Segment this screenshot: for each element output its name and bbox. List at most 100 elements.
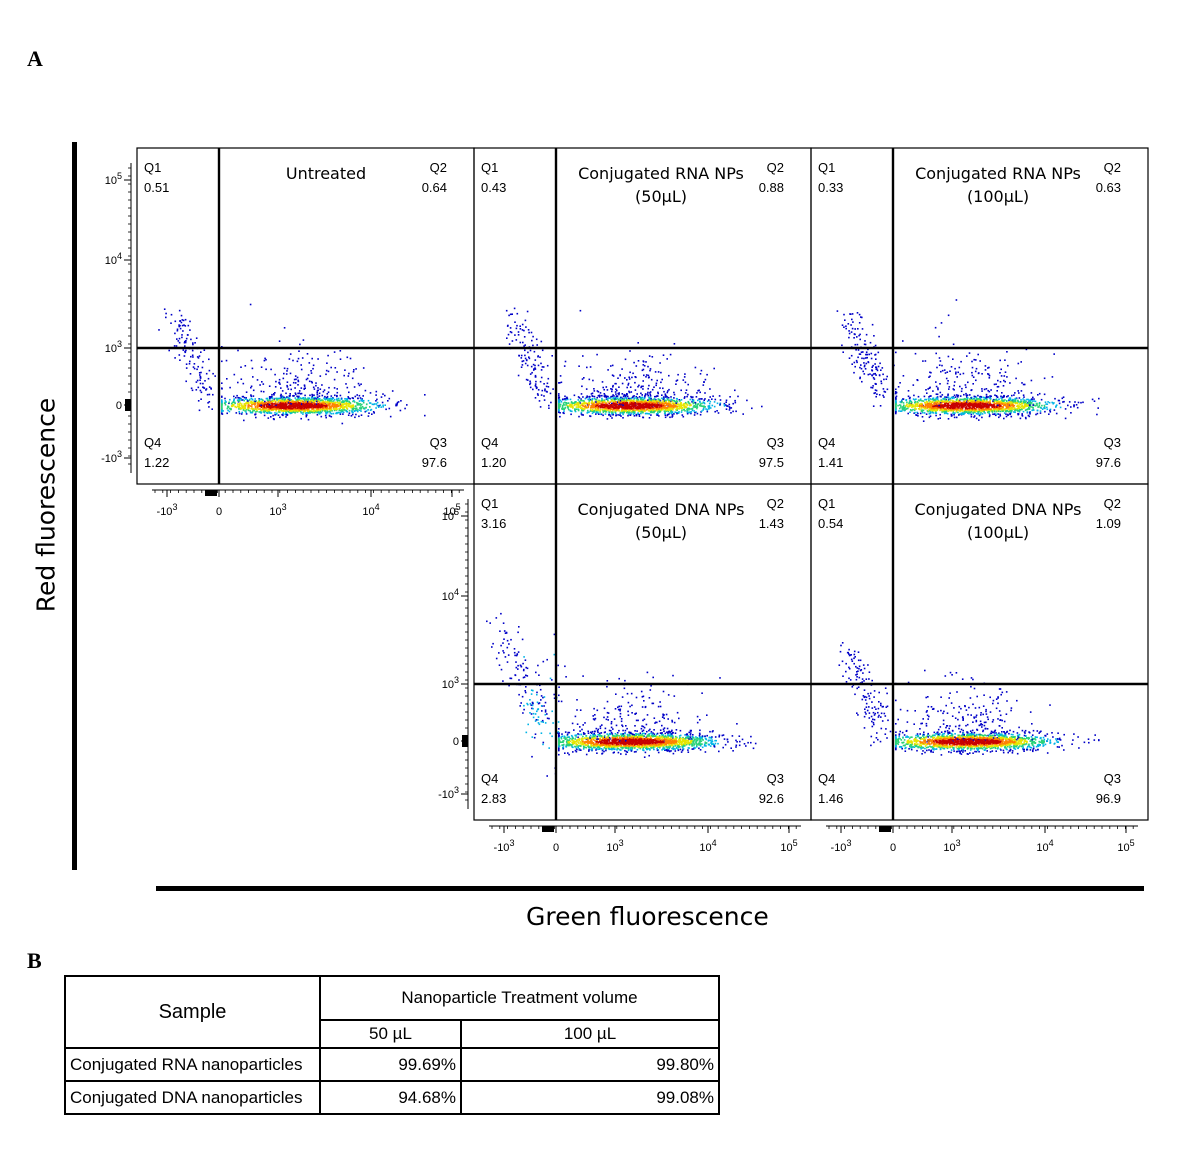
data-point [622, 403, 625, 405]
data-point [935, 385, 938, 388]
data-point [607, 408, 610, 411]
data-point [662, 387, 664, 390]
data-point [648, 403, 650, 405]
data-point [358, 409, 361, 411]
data-point [536, 393, 539, 395]
data-point [275, 404, 277, 406]
data-point [258, 401, 260, 403]
data-point [703, 406, 705, 408]
data-point [187, 324, 190, 327]
data-point [613, 407, 615, 410]
data-point [664, 414, 667, 416]
data-point [648, 355, 651, 357]
data-point [684, 396, 686, 398]
data-point [316, 414, 319, 416]
data-point [562, 412, 564, 414]
data-point [584, 402, 587, 405]
data-point [614, 407, 617, 409]
data-point [338, 403, 340, 406]
data-point [985, 401, 987, 404]
data-point [583, 402, 585, 404]
data-point [352, 407, 355, 410]
data-point [1033, 398, 1035, 400]
data-point [234, 406, 237, 408]
data-point [311, 397, 313, 399]
data-point [667, 396, 670, 399]
data-point [566, 404, 569, 407]
data-point [375, 403, 378, 405]
data-point [711, 404, 714, 407]
data-point [341, 410, 344, 413]
data-point [178, 354, 181, 356]
data-point [541, 349, 544, 352]
data-point [609, 408, 611, 411]
data-point [304, 412, 307, 415]
data-point [861, 380, 863, 383]
data-point [337, 402, 340, 404]
data-point [315, 398, 317, 400]
data-point [327, 391, 330, 393]
data-point [329, 405, 332, 408]
data-point [281, 398, 283, 400]
data-point [928, 406, 931, 408]
data-point [603, 388, 605, 391]
data-point [518, 354, 520, 357]
data-point [623, 404, 626, 407]
data-point [1082, 401, 1084, 404]
data-point [330, 412, 333, 415]
data-point [657, 392, 659, 395]
data-point [636, 403, 639, 405]
data-point [233, 395, 235, 398]
data-point [728, 406, 731, 408]
data-point [699, 400, 701, 403]
data-point [630, 402, 633, 404]
data-point [643, 408, 646, 411]
data-point [862, 370, 864, 373]
data-point [279, 395, 282, 397]
data-point [285, 416, 287, 418]
data-point [185, 380, 187, 383]
data-point [244, 398, 247, 400]
data-point [687, 402, 690, 404]
data-point [348, 372, 350, 375]
data-point [634, 403, 637, 405]
data-point [903, 404, 905, 407]
data-point [584, 405, 587, 408]
data-point [327, 397, 329, 400]
data-point [947, 410, 949, 412]
data-point [320, 411, 323, 414]
data-point [705, 408, 707, 410]
data-point [189, 360, 191, 363]
data-point [988, 377, 991, 379]
data-point [634, 407, 637, 409]
data-point [988, 406, 990, 409]
data-point [286, 367, 289, 370]
data-point [261, 401, 264, 403]
data-point [665, 401, 667, 403]
data-point [365, 410, 368, 412]
data-point [653, 411, 655, 414]
data-point [262, 408, 264, 410]
data-point [600, 413, 603, 416]
data-point [675, 400, 677, 403]
data-point [283, 403, 285, 406]
data-point [943, 404, 946, 407]
data-point [666, 409, 669, 411]
data-point [642, 399, 645, 401]
data-point [193, 363, 196, 365]
data-point [168, 349, 170, 352]
data-point [564, 360, 567, 363]
data-point [592, 410, 594, 413]
data-point [632, 409, 635, 411]
data-point [318, 395, 321, 397]
data-point [573, 394, 576, 397]
data-point [200, 371, 202, 374]
data-point [318, 408, 321, 411]
data-point [644, 401, 646, 403]
data-point [304, 410, 306, 413]
data-point [337, 411, 340, 414]
data-point [593, 397, 596, 400]
data-point [212, 393, 214, 396]
data-point [967, 381, 969, 384]
data-point [279, 409, 282, 411]
